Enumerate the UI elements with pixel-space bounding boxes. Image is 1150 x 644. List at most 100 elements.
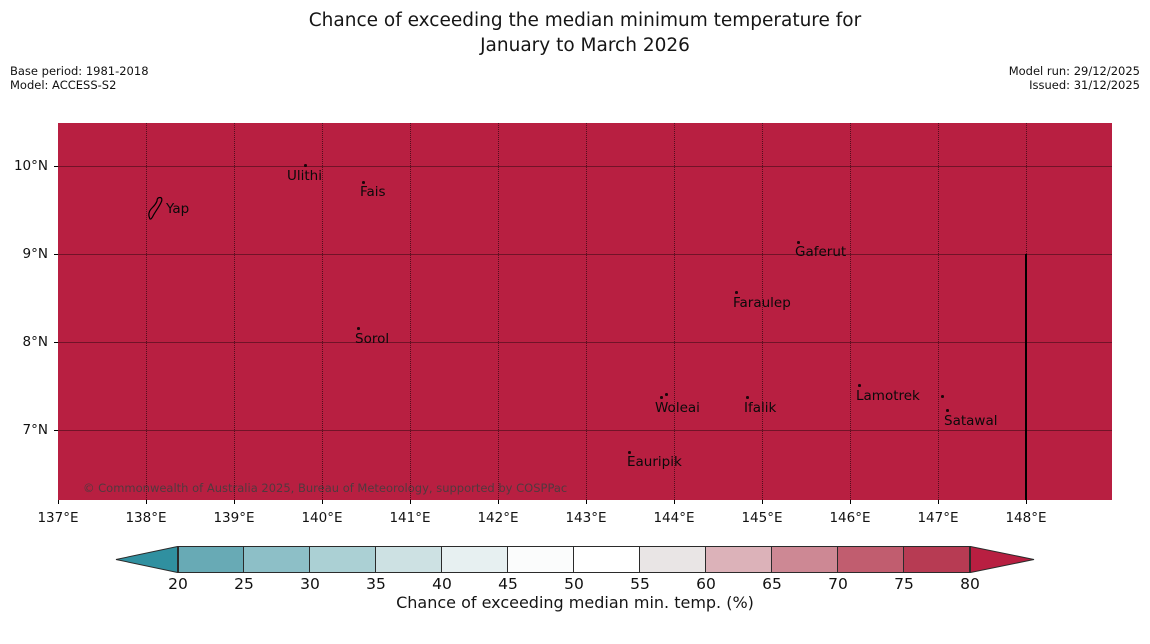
colorbar-segment: [508, 547, 574, 572]
map-panel: © Commonwealth of Australia 2025, Bureau…: [58, 123, 1112, 500]
x-tick-label: 147°E: [917, 510, 959, 526]
x-tick-label: 146°E: [829, 510, 871, 526]
island-dot: [941, 395, 944, 398]
island-dot: [858, 384, 861, 387]
colorbar-segment: [904, 547, 970, 572]
colorbar-under-arrow: [115, 546, 178, 573]
run-metadata-left: Base period: 1981-2018 Model: ACCESS-S2: [10, 64, 149, 92]
colorbar-segment: [244, 547, 310, 572]
y-tick-mark: [54, 254, 58, 255]
y-tick-label: 7°N: [22, 422, 48, 438]
colorbar-tick-label: 35: [366, 575, 386, 593]
x-tick-label: 139°E: [213, 510, 255, 526]
x-tick-label: 140°E: [301, 510, 343, 526]
colorbar: [115, 546, 1035, 573]
colorbar-segment: [838, 547, 904, 572]
model-run-text: Model run: 29/12/2025: [1008, 64, 1140, 78]
colorbar-tick-label: 25: [234, 575, 254, 593]
colorbar-segment: [178, 547, 244, 572]
x-tick-mark: [762, 500, 763, 504]
place-label-ulithi: Ulithi: [287, 168, 322, 184]
x-tick-mark: [586, 500, 587, 504]
colorbar-tick-label: 80: [960, 575, 980, 593]
colorbar-segment: [640, 547, 706, 572]
y-tick-mark: [54, 342, 58, 343]
run-metadata-right: Model run: 29/12/2025 Issued: 31/12/2025: [1009, 64, 1140, 92]
y-tick-label: 10°N: [13, 158, 48, 174]
place-label-fais: Fais: [360, 184, 386, 200]
place-label-eauripik: Eauripik: [627, 454, 682, 470]
x-tick-label: 138°E: [125, 510, 167, 526]
colorbar-tick-label: 65: [762, 575, 782, 593]
longitude-gridline: [146, 123, 147, 500]
island-dot: [746, 396, 749, 399]
longitude-gridline: [850, 123, 851, 500]
x-tick-mark: [938, 500, 939, 504]
place-label-ifalik: Ifalik: [744, 400, 777, 416]
island-dot: [735, 291, 738, 294]
x-tick-mark: [850, 500, 851, 504]
x-tick-mark: [146, 500, 147, 504]
y-tick-mark: [54, 430, 58, 431]
place-label-yap: Yap: [166, 201, 190, 217]
x-tick-mark: [1026, 500, 1027, 504]
place-label-lamotrek: Lamotrek: [856, 388, 920, 404]
latitude-gridline: [58, 254, 1112, 255]
longitude-gridline: [498, 123, 499, 500]
longitude-gridline: [322, 123, 323, 500]
figure-title: Chance of exceeding the median minimum t…: [58, 8, 1112, 58]
place-label-satawal: Satawal: [944, 413, 998, 429]
place-label-faraulep: Faraulep: [733, 295, 791, 311]
place-label-gaferut: Gaferut: [795, 244, 847, 260]
colorbar-strip: [178, 546, 970, 573]
base-period-text: Base period: 1981-2018: [10, 64, 149, 78]
title-line-2: January to March 2026: [480, 35, 690, 56]
colorbar-tick-label: 20: [168, 575, 188, 593]
x-tick-mark: [58, 500, 59, 504]
longitude-gridline: [234, 123, 235, 500]
x-tick-label: 145°E: [741, 510, 783, 526]
colorbar-tick-label: 70: [828, 575, 848, 593]
x-tick-label: 144°E: [653, 510, 695, 526]
x-tick-label: 148°E: [1005, 510, 1047, 526]
latitude-gridline: [58, 430, 1112, 431]
x-tick-mark: [322, 500, 323, 504]
yap-island-outline: [148, 196, 163, 220]
island-dot: [797, 241, 800, 244]
colorbar-tick-label: 75: [894, 575, 914, 593]
island-dot: [946, 409, 949, 412]
longitude-gridline: [1026, 123, 1027, 500]
x-tick-mark: [498, 500, 499, 504]
island-dot: [362, 181, 365, 184]
island-dot: [628, 451, 631, 454]
longitude-gridline: [586, 123, 587, 500]
island-dot: [357, 327, 360, 330]
x-tick-mark: [674, 500, 675, 504]
longitude-gridline: [938, 123, 939, 500]
colorbar-segment: [310, 547, 376, 572]
island-dot: [660, 396, 663, 399]
title-line-1: Chance of exceeding the median minimum t…: [308, 10, 862, 31]
colorbar-axis-label: Chance of exceeding median min. temp. (%…: [396, 593, 754, 612]
x-tick-mark: [234, 500, 235, 504]
model-text: Model: ACCESS-S2: [10, 78, 117, 92]
longitude-gridline: [410, 123, 411, 500]
longitude-gridline: [762, 123, 763, 500]
colorbar-segment: [442, 547, 508, 572]
y-tick-mark: [54, 166, 58, 167]
x-tick-label: 142°E: [477, 510, 519, 526]
issued-text: Issued: 31/12/2025: [1029, 78, 1140, 92]
colorbar-segment: [772, 547, 838, 572]
colorbar-tick-label: 55: [630, 575, 650, 593]
place-label-sorol: Sorol: [355, 331, 390, 347]
x-tick-mark: [410, 500, 411, 504]
colorbar-tick-label: 30: [300, 575, 320, 593]
colorbar-tick-label: 40: [432, 575, 452, 593]
latitude-gridline: [58, 342, 1112, 343]
colorbar-segment: [574, 547, 640, 572]
colorbar-over-arrow: [970, 546, 1035, 573]
colorbar-tick-label: 45: [498, 575, 518, 593]
colorbar-segment: [706, 547, 772, 572]
island-dot: [304, 164, 307, 167]
